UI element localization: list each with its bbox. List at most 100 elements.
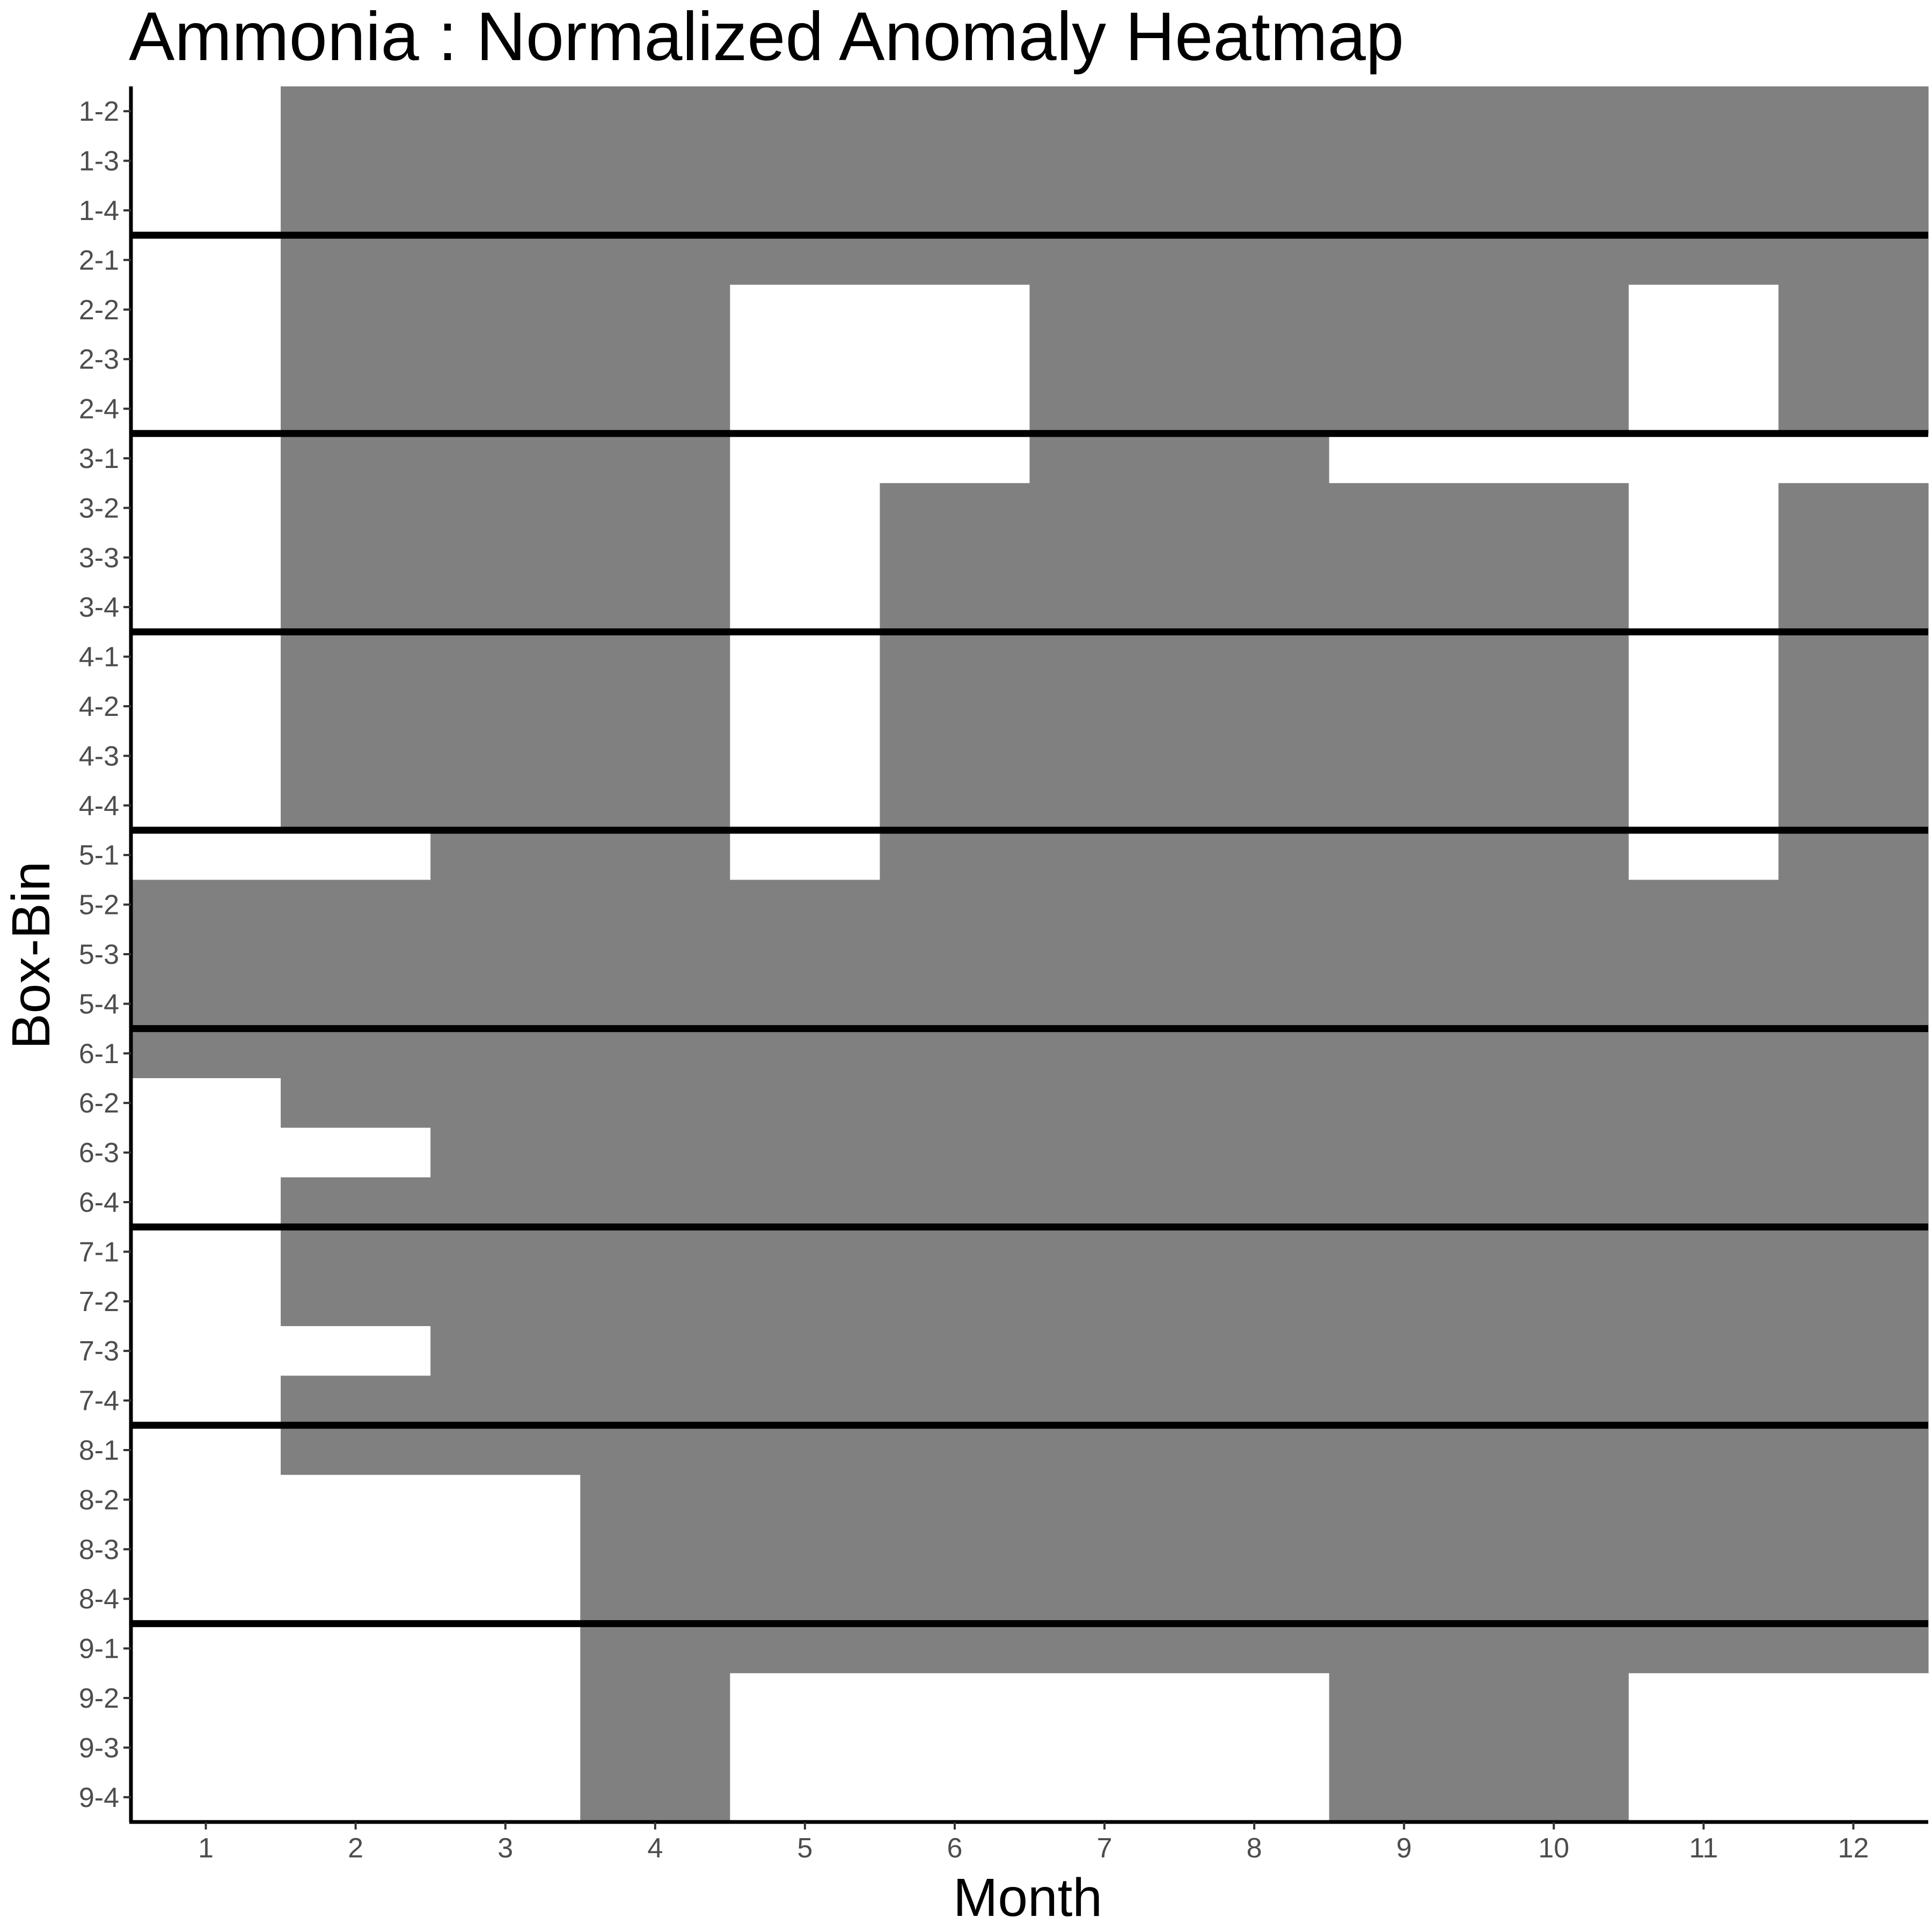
heatmap-cell [580, 929, 730, 979]
heatmap-cell [1778, 582, 1929, 632]
heatmap-cell [1179, 1475, 1330, 1525]
heatmap-cell [880, 1723, 1030, 1773]
heatmap-cell [1329, 1078, 1480, 1128]
heatmap-cell [1029, 1524, 1180, 1575]
heatmap-cell [1778, 1673, 1929, 1723]
heatmap-cell [1479, 284, 1629, 335]
heatmap-cell [1329, 1623, 1480, 1674]
y-tick-label: 7-1 [79, 1236, 119, 1268]
heatmap-cell [1628, 1723, 1779, 1773]
heatmap-cell [131, 334, 281, 384]
heatmap-cell [1179, 1772, 1330, 1823]
heatmap-cell [1628, 1177, 1779, 1227]
heatmap-cell [430, 185, 581, 236]
heatmap-cell [430, 334, 581, 384]
heatmap-cell [1778, 235, 1929, 286]
heatmap-cell [730, 433, 881, 484]
y-tick-label: 2-3 [79, 344, 119, 375]
heatmap-cell [1778, 1227, 1929, 1277]
heatmap-cell [1179, 632, 1330, 682]
heatmap-cell [1778, 1425, 1929, 1475]
heatmap-cell [430, 136, 581, 186]
heatmap-cell [281, 334, 431, 384]
heatmap-cell [880, 780, 1030, 831]
heatmap-cell [880, 582, 1030, 632]
heatmap-cell [880, 1475, 1030, 1525]
heatmap-cell [1179, 1326, 1330, 1376]
heatmap-cell [1329, 1772, 1480, 1823]
heatmap-cell [1329, 830, 1480, 880]
heatmap-cell [1329, 1128, 1480, 1178]
heatmap-cell [1329, 185, 1480, 236]
heatmap-cell [430, 929, 581, 979]
heatmap-cell [1029, 1375, 1180, 1426]
heatmap-cell [281, 532, 431, 583]
y-tick-label: 1-3 [79, 146, 119, 177]
x-tick-label: 7 [1097, 1833, 1113, 1864]
x-tick-label: 11 [1689, 1833, 1718, 1864]
heatmap-cell [131, 979, 281, 1029]
heatmap-cell [281, 284, 431, 335]
heatmap-cell [1628, 334, 1779, 384]
heatmap-cell [730, 1623, 881, 1674]
heatmap-cell [131, 284, 281, 335]
heatmap-cell [1628, 1028, 1779, 1079]
heatmap-cell [1029, 1177, 1180, 1227]
x-tick-label: 8 [1247, 1833, 1262, 1864]
heatmap-cell [1179, 185, 1330, 236]
heatmap-cell [880, 1177, 1030, 1227]
heatmap-cell [1628, 136, 1779, 186]
heatmap-cell [1179, 929, 1330, 979]
heatmap-cell [1179, 1623, 1330, 1674]
heatmap-cell [1179, 979, 1330, 1029]
heatmap-cell [1778, 483, 1929, 533]
heatmap-cell [1778, 979, 1929, 1029]
heatmap-cell [131, 1128, 281, 1178]
heatmap-cell [730, 334, 881, 384]
heatmap-cell [1179, 1276, 1330, 1327]
y-tick-label: 8-3 [79, 1534, 119, 1565]
heatmap-cell [1329, 384, 1480, 434]
heatmap-cell [1628, 1375, 1779, 1426]
heatmap-cell [730, 284, 881, 335]
heatmap-cell [1778, 284, 1929, 335]
heatmap-cell [1778, 1128, 1929, 1178]
y-tick-label: 8-1 [79, 1435, 119, 1466]
heatmap-cell [1778, 929, 1929, 979]
heatmap-cell [131, 235, 281, 286]
heatmap-cell [730, 929, 881, 979]
heatmap-cell [131, 1375, 281, 1426]
heatmap-cell [1329, 979, 1480, 1029]
y-tick-label: 4-1 [79, 642, 119, 673]
heatmap-cell [880, 1524, 1030, 1575]
x-tick-label: 6 [947, 1833, 962, 1864]
heatmap-cell [880, 1028, 1030, 1079]
x-tick-label: 4 [647, 1833, 663, 1864]
heatmap-cell [131, 1326, 281, 1376]
heatmap-cell [580, 979, 730, 1029]
heatmap-cell [1329, 1425, 1480, 1475]
heatmap-cell [1329, 483, 1480, 533]
heatmap-cell [131, 1772, 281, 1823]
heatmap-cell [1479, 1623, 1629, 1674]
heatmap-cell [1479, 582, 1629, 632]
y-tick-label: 3-1 [79, 443, 119, 474]
heatmap-cell [730, 1028, 881, 1079]
heatmap-cell [131, 1475, 281, 1525]
heatmap-cell [580, 384, 730, 434]
heatmap-cell [1479, 532, 1629, 583]
heatmap-cell [1479, 1276, 1629, 1327]
heatmap-cell [1329, 86, 1480, 136]
heatmap-cell [880, 1375, 1030, 1426]
heatmap-cell [880, 136, 1030, 186]
heatmap-cell [281, 780, 431, 831]
y-axis-title: Box-Bin [1, 861, 61, 1049]
heatmap-cell [1628, 86, 1779, 136]
heatmap-cell [1329, 880, 1480, 930]
heatmap-cell [430, 384, 581, 434]
heatmap-cell [1179, 1673, 1330, 1723]
heatmap-cell [1628, 880, 1779, 930]
heatmap-cell [1628, 731, 1779, 781]
heatmap-cell [730, 681, 881, 731]
heatmap-cell [1778, 731, 1929, 781]
